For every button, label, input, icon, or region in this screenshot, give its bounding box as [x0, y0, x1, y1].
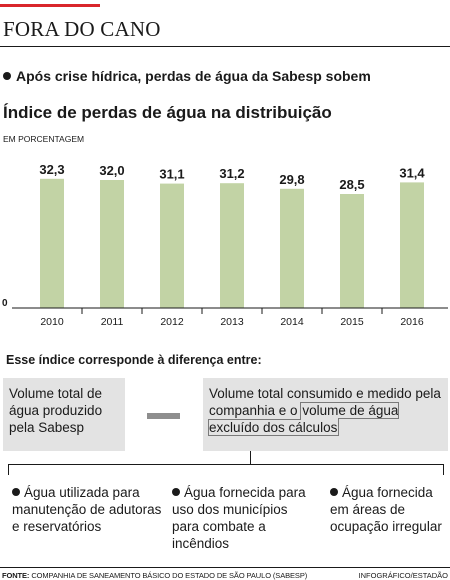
x-tick-label: 2011: [101, 316, 124, 328]
list-item: Água fornecida para uso dos municípios p…: [172, 484, 307, 552]
bar-2013: [220, 183, 244, 308]
bar-value-label: 31,2: [219, 166, 244, 181]
bullet-icon: [330, 488, 338, 496]
y-axis-zero-label: 0: [2, 298, 8, 309]
list-item-text: Água fornecida para uso dos municípios p…: [172, 485, 306, 551]
connector-line: [250, 451, 251, 464]
bar-chart: 32,3 2010 32,0 2011 31,1 2012 31,2 2013 29,8 2014…: [2, 162, 448, 328]
bar-value-label: 29,8: [279, 172, 304, 187]
bar-value-label: 31,4: [399, 165, 425, 180]
subtitle-text: Após crise hídrica, perdas de água da Sa…: [16, 68, 371, 84]
x-tick-label: 2013: [220, 316, 244, 328]
explanation-title: Esse índice corresponde à diferença entr…: [6, 353, 262, 367]
source-text: COMPANHIA DE SANEAMENTO BÁSICO DO ESTADO…: [31, 571, 308, 580]
credit: INFOGRÁFICO/ESTADÃO: [358, 571, 448, 580]
produced-volume-box: Volume total de água produzido pela Sabe…: [3, 378, 125, 451]
x-tick-label: 2015: [340, 316, 364, 328]
chart-title: Índice de perdas de água na distribuição: [3, 103, 332, 122]
footer-divider: [0, 567, 450, 568]
consumed-volume-text: Volume total consumido e medido pela com…: [209, 386, 441, 418]
bar-2012: [160, 183, 184, 308]
consumed-volume-box: Volume total consumido e medido pela com…: [203, 378, 448, 451]
bar-2011: [100, 180, 124, 308]
bar-2010: [40, 178, 64, 308]
x-tick-label: 2010: [40, 316, 64, 328]
connector-tick: [8, 464, 9, 475]
bullet-icon: [3, 72, 11, 80]
minus-icon: [147, 413, 180, 419]
x-tick-label: 2016: [400, 316, 424, 328]
connector-bracket: [8, 464, 444, 465]
list-item: Água fornecida em áreas de ocupação irre…: [330, 484, 446, 535]
bar-value-label: 32,0: [99, 163, 124, 178]
source-label: FONTE:: [2, 571, 30, 580]
bar-value-label: 31,1: [159, 167, 184, 182]
x-tick-label: 2014: [280, 316, 304, 328]
subtitle: Após crise hídrica, perdas de água da Sa…: [3, 68, 371, 84]
bar-2014: [280, 188, 304, 308]
page-title: FORA DO CANO: [3, 17, 161, 41]
list-item-text: Água utilizada para manutenção de adutor…: [12, 485, 162, 534]
bar-value-label: 28,5: [339, 177, 364, 192]
accent-bar: [0, 4, 100, 7]
source-note: FONTE: COMPANHIA DE SANEAMENTO BÁSICO DO…: [2, 571, 307, 580]
bullet-icon: [12, 488, 20, 496]
list-item: Água utilizada para manutenção de adutor…: [12, 484, 162, 535]
chart-unit-label: EM PORCENTAGEM: [3, 134, 85, 144]
bullet-icon: [172, 488, 180, 496]
bar-2016: [400, 182, 424, 308]
bar-2015: [340, 194, 364, 308]
title-divider: [0, 46, 450, 47]
connector-tick: [443, 464, 444, 475]
x-tick-label: 2012: [160, 316, 184, 328]
excluded-volume-highlight: volume de água excluído dos cálculos: [207, 402, 400, 436]
list-item-text: Água fornecida em áreas de ocupação irre…: [330, 485, 442, 534]
bar-value-label: 32,3: [39, 162, 64, 177]
